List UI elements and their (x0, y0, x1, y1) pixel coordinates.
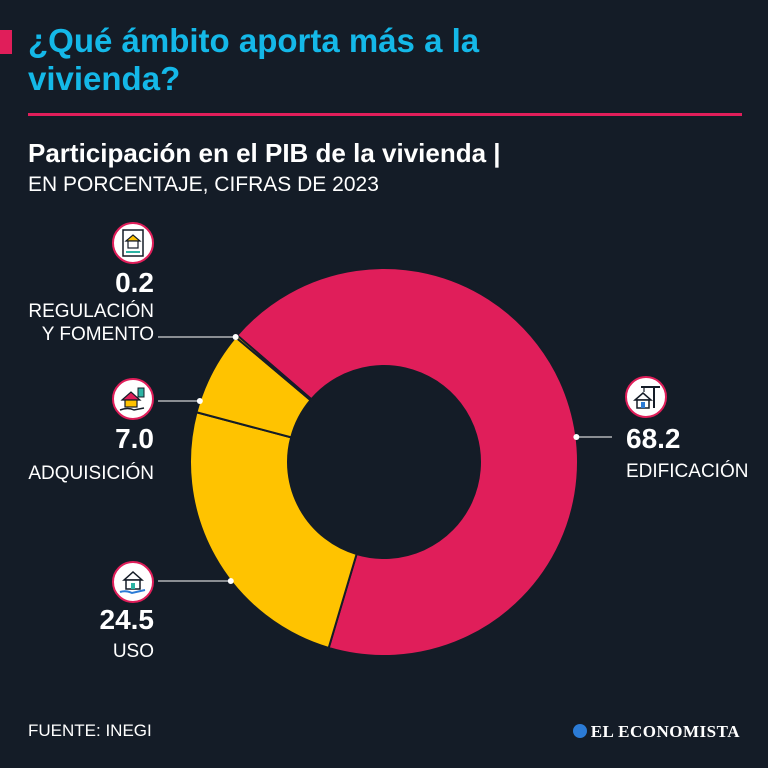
slice-edificacion (235, 267, 579, 657)
category-label-regulacion-line1: REGULACIÓN (28, 301, 154, 322)
brand-logo-mark (572, 724, 587, 738)
house-purchase-icon (112, 378, 154, 420)
headline: ¿Qué ámbito aporta más a la vivienda? (28, 22, 480, 97)
brand-name: EL ECONOMISTA (590, 722, 740, 741)
chart-title: Participación en el PIB de la vivienda | (28, 138, 501, 168)
house-document-icon (112, 222, 154, 264)
slice-uso (189, 411, 358, 650)
value-label-regulacion: 0.2 (115, 267, 154, 298)
category-label-regulacion-line2: Y FOMENTO (41, 324, 154, 345)
leader-dot-adquisicion (196, 398, 203, 404)
house-in-hand-icon (112, 561, 154, 603)
category-label-edificacion: EDIFICACIÓN (626, 461, 749, 482)
leader-dot-edificacion (573, 434, 580, 440)
value-label-edificacion: 68.2 (626, 423, 681, 454)
source-note: FUENTE: INEGI (28, 721, 152, 740)
construction-crane-house-icon (625, 376, 667, 418)
value-label-adquisicion: 7.0 (115, 423, 154, 454)
brand-logo: EL ECONOMISTA (572, 721, 740, 743)
divider-rule (28, 113, 742, 116)
chart-unit-note: EN PORCENTAJE, CIFRAS DE 2023 (28, 173, 379, 196)
value-label-uso: 24.5 (99, 604, 155, 635)
title-accent-bar (0, 30, 12, 54)
leader-dot-uso (227, 578, 234, 584)
leader-dot-regulacion (232, 334, 239, 340)
category-label-adquisicion: ADQUISICIÓN (28, 463, 154, 484)
category-label-uso: USO (112, 641, 154, 662)
